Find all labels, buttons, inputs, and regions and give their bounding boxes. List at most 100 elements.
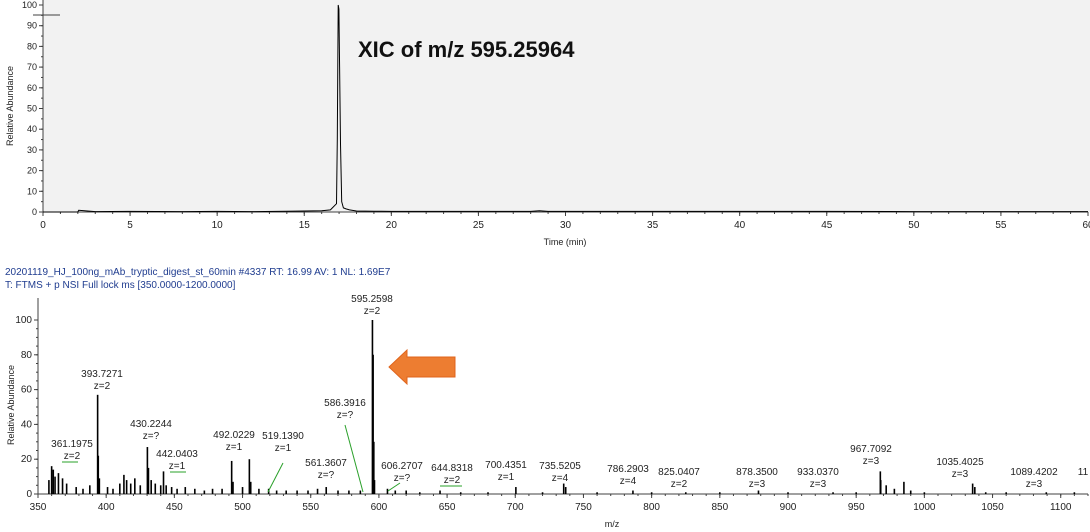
ms-label-leader-line xyxy=(387,482,401,492)
xic-ticks: 0 5 10 15 20 25 30 35 40 45 50 55 60 0 10 20 30 40 50 60 70 8… xyxy=(22,0,1090,231)
ms-peak-charge-label: z=1 xyxy=(275,443,292,454)
ms-y-tick-label: 0 xyxy=(26,489,32,500)
xic-y-tick-label: 100 xyxy=(22,0,37,10)
xic-y-tick-label: 70 xyxy=(27,62,37,72)
xic-y-axis-label: Relative Abundance xyxy=(5,66,15,146)
mass-spectrum-chart: 350 400 450 500 550 600 650 700 750 800 850 900 950 1… xyxy=(6,294,1089,529)
ms-peak-mz-label: 878.3500 xyxy=(736,467,778,478)
ms-peak-mz-label: 606.2707 xyxy=(381,461,423,472)
ms-peak-charge-label: z=2 xyxy=(444,475,461,486)
ms-peak-charge-label: z=2 xyxy=(671,479,688,490)
ms-peak-mz-label: 1089.4202 xyxy=(1010,467,1058,478)
ms-peak-charge-label: z=1 xyxy=(498,472,515,483)
xic-x-tick-label: 20 xyxy=(386,220,398,231)
xic-y-tick-label: 20 xyxy=(27,166,37,176)
xic-x-axis-label: Time (min) xyxy=(544,237,587,247)
ms-y-tick-label: 100 xyxy=(15,315,32,326)
xic-y-tick-label: 10 xyxy=(27,186,37,196)
xic-y-tick-label: 80 xyxy=(27,41,37,51)
ms-label-leader-line xyxy=(344,424,364,493)
ms-peak-charge-label: z=3 xyxy=(810,479,827,490)
highlight-arrow-icon xyxy=(388,348,456,386)
ms-peak-mz-label: 11 xyxy=(1078,467,1089,478)
ms-x-tick-label: 950 xyxy=(848,502,865,513)
ms-x-tick-label: 1050 xyxy=(981,502,1004,513)
xic-x-tick-label: 60 xyxy=(1082,220,1090,231)
xic-y-tick-label: 40 xyxy=(27,124,37,134)
ms-peak-mz-label: 1035.4025 xyxy=(936,457,984,468)
xic-x-tick-label: 0 xyxy=(40,220,46,231)
xic-annotation: XIC of m/z 595.25964 xyxy=(358,37,575,62)
xic-x-tick-label: 30 xyxy=(560,220,572,231)
ms-y-tick-label: 80 xyxy=(21,350,33,361)
ms-y-axis-label: Relative Abundance xyxy=(6,365,16,445)
ms-x-tick-label: 1100 xyxy=(1050,502,1072,513)
ms-x-tick-label: 350 xyxy=(30,502,47,513)
xic-trace xyxy=(43,4,1088,213)
ms-x-tick-label: 450 xyxy=(166,502,183,513)
xic-x-tick-label: 55 xyxy=(995,220,1007,231)
ms-peak-mz-label: 586.3916 xyxy=(324,398,366,409)
ms-peak-labels: 361.1975z=2393.7271z=2430.2244z=?442.040… xyxy=(51,294,1088,490)
xic-x-tick-label: 40 xyxy=(734,220,746,231)
ms-peak-mz-label: 786.2903 xyxy=(607,464,649,475)
ms-peak-charge-label: z=1 xyxy=(226,442,243,453)
ms-peak-mz-label: 700.4351 xyxy=(485,460,527,471)
ms-x-tick-label: 400 xyxy=(98,502,115,513)
ms-peak-mz-label: 735.5205 xyxy=(539,461,581,472)
xic-y-tick-label: 90 xyxy=(27,21,37,31)
ms-ticks: 350 400 450 500 550 600 650 700 750 800 850 900 950 1… xyxy=(15,315,1089,513)
xic-y-tick-label: 50 xyxy=(27,104,37,114)
xic-chart: 0 5 10 15 20 25 30 35 40 45 50 55 60 0 10 20 30 40 50 60 70 8… xyxy=(5,0,1090,247)
ms-x-tick-label: 500 xyxy=(234,502,251,513)
ms-peak-mz-label: 442.0403 xyxy=(156,449,198,460)
ms-peak-charge-label: z=? xyxy=(143,431,160,442)
xic-x-tick-label: 5 xyxy=(127,220,133,231)
ms-peak-mz-label: 561.3607 xyxy=(305,458,347,469)
ms-peak-mz-label: 361.1975 xyxy=(51,439,93,450)
ms-peak-charge-label: z=2 xyxy=(364,306,381,317)
scan-header: 20201119_HJ_100ng_mAb_tryptic_digest_st_… xyxy=(5,267,391,278)
ms-x-tick-label: 650 xyxy=(439,502,456,513)
ms-y-tick-label: 40 xyxy=(21,419,33,430)
ms-peak-charge-label: z=3 xyxy=(749,479,766,490)
xic-x-tick-label: 35 xyxy=(647,220,659,231)
ms-peak-mz-label: 393.7271 xyxy=(81,369,123,380)
ms-peaks xyxy=(48,320,1076,494)
ms-y-tick-label: 60 xyxy=(21,385,33,396)
ms-peak-mz-label: 492.0229 xyxy=(213,430,255,441)
ms-label-leader-line xyxy=(267,462,284,493)
ms-peak-charge-label: z=? xyxy=(394,473,411,484)
ms-x-axis-label: m/z xyxy=(605,519,620,529)
xic-x-tick-label: 50 xyxy=(908,220,920,231)
ms-y-tick-label: 20 xyxy=(21,454,33,465)
ms-peak-mz-label: 644.8318 xyxy=(431,463,473,474)
ms-x-tick-label: 1000 xyxy=(913,502,936,513)
ms-peak-charge-label: z=3 xyxy=(863,456,880,467)
ms-peak-charge-label: z=? xyxy=(318,470,335,481)
scan-filter: T: FTMS + p NSI Full lock ms [350.0000-1… xyxy=(5,280,236,291)
xic-y-tick-label: 30 xyxy=(27,145,37,155)
ms-x-tick-label: 900 xyxy=(780,502,797,513)
ms-peak-charge-label: z=3 xyxy=(952,469,969,480)
ms-peak-mz-label: 595.2598 xyxy=(351,294,393,305)
xic-x-tick-label: 25 xyxy=(473,220,485,231)
ms-x-tick-label: 800 xyxy=(643,502,660,513)
ms-x-tick-label: 700 xyxy=(507,502,524,513)
xic-plot-background xyxy=(43,0,1090,212)
ms-peak-mz-label: 825.0407 xyxy=(658,467,700,478)
ms-x-tick-label: 750 xyxy=(575,502,592,513)
ms-peak-charge-label: z=1 xyxy=(169,461,186,472)
ms-peak-charge-label: z=4 xyxy=(552,473,569,484)
xic-y-tick-label: 0 xyxy=(32,207,37,217)
ms-peak-mz-label: 519.1390 xyxy=(262,431,304,442)
ms-x-tick-label: 850 xyxy=(711,502,728,513)
ms-peak-charge-label: z=2 xyxy=(64,451,81,462)
ms-leader-lines xyxy=(62,424,462,493)
ms-peak-mz-label: 933.0370 xyxy=(797,467,839,478)
xic-x-tick-label: 15 xyxy=(299,220,311,231)
ms-x-tick-label: 600 xyxy=(371,502,388,513)
ms-peak-mz-label: 967.7092 xyxy=(850,444,892,455)
ms-peak-charge-label: z=? xyxy=(337,410,354,421)
xic-x-tick-label: 10 xyxy=(212,220,224,231)
